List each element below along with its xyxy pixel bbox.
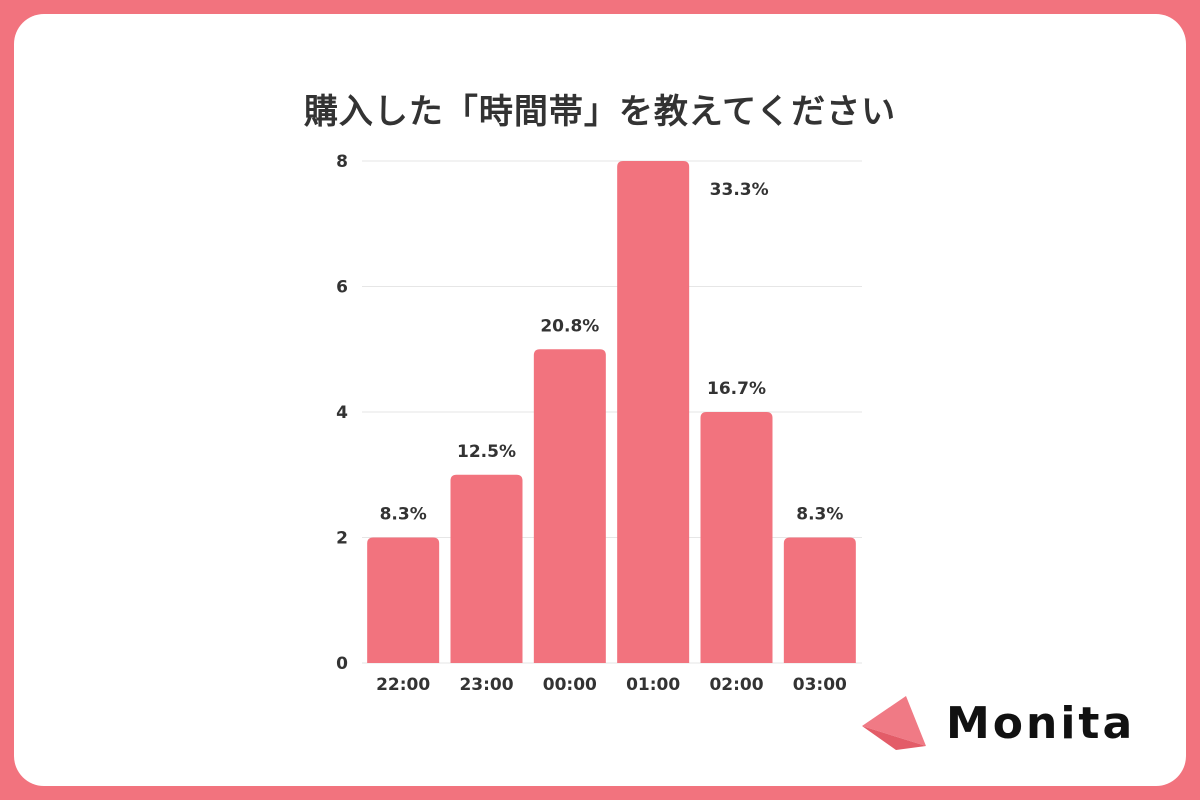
data-label: 33.3% bbox=[710, 180, 769, 200]
chart-title: 購入した「時間帯」を教えてください bbox=[303, 92, 897, 132]
data-label: 8.3% bbox=[796, 505, 843, 525]
x-tick-label: 02:00 bbox=[709, 675, 763, 695]
y-tick-label: 0 bbox=[336, 654, 348, 674]
x-tick-label: 01:00 bbox=[626, 675, 680, 695]
data-label: 12.5% bbox=[457, 442, 516, 462]
x-tick-label: 22:00 bbox=[376, 675, 430, 695]
y-tick-label: 2 bbox=[336, 529, 348, 549]
bar bbox=[783, 537, 856, 663]
bar bbox=[533, 349, 606, 663]
y-tick-label: 4 bbox=[336, 403, 348, 423]
data-label: 16.7% bbox=[707, 379, 766, 399]
x-tick-label: 00:00 bbox=[543, 675, 597, 695]
bar bbox=[367, 537, 440, 663]
x-tick-label: 23:00 bbox=[459, 675, 513, 695]
brand-logo: Monita bbox=[856, 692, 1166, 756]
triangle-logo-icon bbox=[862, 696, 926, 750]
bar bbox=[617, 161, 690, 663]
y-tick-label: 8 bbox=[336, 152, 348, 172]
data-label: 20.8% bbox=[540, 316, 599, 336]
x-tick-label: 03:00 bbox=[793, 675, 847, 695]
brand-name: Monita bbox=[946, 698, 1136, 749]
bar bbox=[700, 412, 773, 663]
y-tick-label: 6 bbox=[336, 278, 348, 298]
data-label: 8.3% bbox=[380, 505, 427, 525]
bar bbox=[450, 474, 523, 663]
